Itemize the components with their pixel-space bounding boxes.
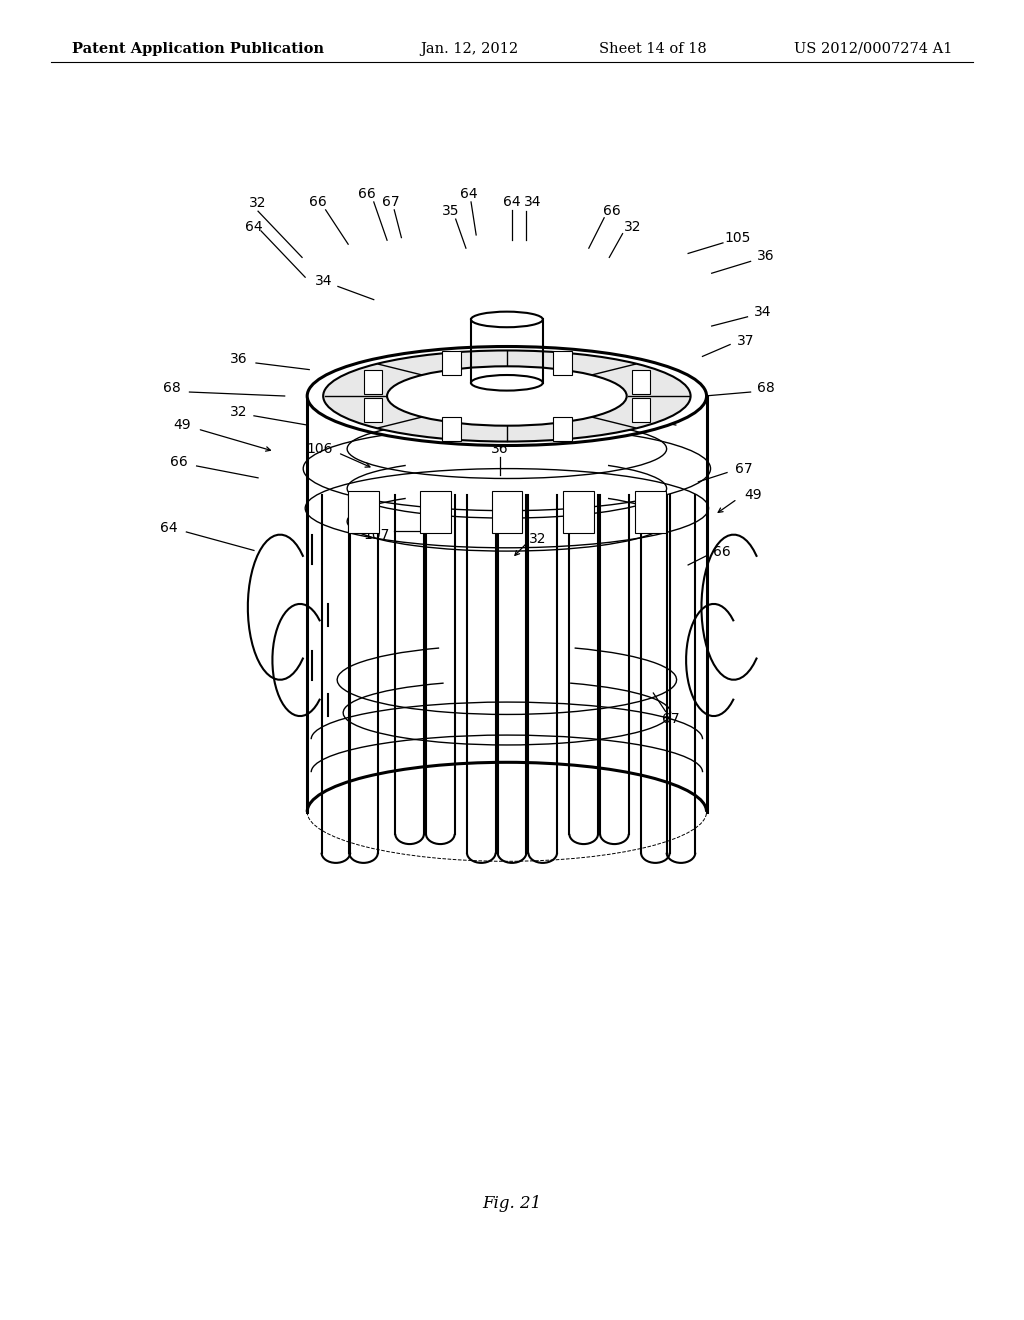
Bar [364, 371, 382, 395]
Text: 64: 64 [245, 220, 263, 234]
Text: 36: 36 [490, 442, 509, 455]
Text: 35: 35 [441, 205, 460, 218]
Text: 36: 36 [229, 352, 248, 366]
Text: 107: 107 [364, 528, 390, 541]
Text: 67: 67 [382, 195, 400, 209]
Bar [492, 491, 522, 533]
Text: 37: 37 [736, 334, 755, 347]
Text: 66: 66 [308, 195, 327, 209]
Text: 34: 34 [754, 305, 772, 318]
Bar [553, 351, 571, 375]
Text: 36: 36 [757, 249, 775, 263]
Text: Fig. 21: Fig. 21 [482, 1196, 542, 1212]
Ellipse shape [471, 375, 543, 391]
Text: 66: 66 [170, 455, 188, 469]
Text: 32: 32 [636, 405, 654, 418]
Text: 66: 66 [713, 545, 731, 558]
Ellipse shape [324, 351, 690, 441]
Text: 32: 32 [229, 405, 248, 418]
Ellipse shape [387, 367, 627, 426]
Text: 66: 66 [357, 187, 376, 201]
Text: 105: 105 [724, 231, 751, 244]
Text: 64: 64 [460, 187, 478, 201]
Text: 67: 67 [734, 462, 753, 475]
Text: 32: 32 [249, 197, 267, 210]
Ellipse shape [307, 347, 707, 446]
Text: 67: 67 [662, 713, 680, 726]
Text: Sheet 14 of 18: Sheet 14 of 18 [599, 42, 707, 55]
Text: 32: 32 [528, 532, 547, 545]
Text: 34: 34 [523, 195, 542, 209]
Text: 106: 106 [306, 442, 333, 455]
Text: 34: 34 [314, 275, 333, 288]
Text: 68: 68 [163, 381, 181, 395]
Text: 66: 66 [603, 205, 622, 218]
Text: 64: 64 [503, 195, 521, 209]
Text: US 2012/0007274 A1: US 2012/0007274 A1 [794, 42, 952, 55]
Ellipse shape [471, 312, 543, 327]
Text: 68: 68 [757, 381, 775, 395]
Text: 32: 32 [624, 220, 642, 234]
Bar [632, 371, 650, 395]
Bar [635, 491, 666, 533]
Bar [563, 491, 594, 533]
Bar [553, 417, 571, 441]
Bar [442, 417, 461, 441]
Text: 49: 49 [173, 418, 191, 432]
Bar [420, 491, 451, 533]
Text: Jan. 12, 2012: Jan. 12, 2012 [420, 42, 518, 55]
Bar [632, 397, 650, 421]
Text: 49: 49 [743, 488, 762, 502]
Text: 64: 64 [160, 521, 178, 535]
Bar [364, 397, 382, 421]
Text: Patent Application Publication: Patent Application Publication [72, 42, 324, 55]
Bar [348, 491, 379, 533]
Bar [442, 351, 461, 375]
